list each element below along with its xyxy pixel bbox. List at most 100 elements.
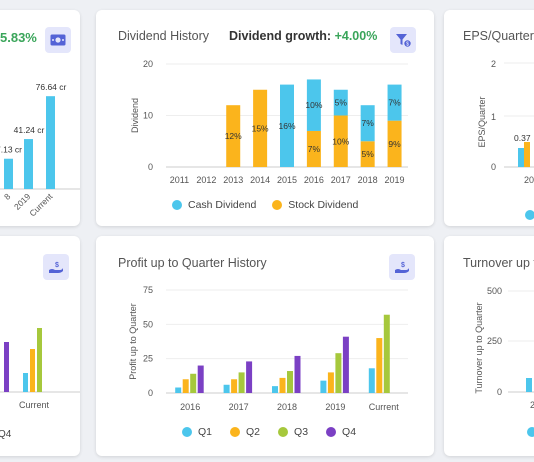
eps-card: EPS/Quarter EPS/Quarter 2 1 0 0.37 20 <box>444 10 534 226</box>
eps-bar-orange <box>524 142 530 167</box>
profit-bar <box>279 377 286 393</box>
dividend-bar <box>280 84 294 167</box>
legend-q3-swatch <box>278 427 289 437</box>
profit-bar <box>175 387 182 393</box>
svg-text:$: $ <box>55 262 59 269</box>
profit-bar <box>197 365 204 393</box>
legend-stock-dividend[interactable]: Stock Dividend <box>272 199 358 211</box>
dividend-bar <box>226 105 241 167</box>
dividend-ytick: 0 <box>148 162 153 172</box>
profit-xtick: 2018 <box>277 402 297 412</box>
turnover-title: Turnover up to <box>463 256 534 270</box>
profit-ytick: 25 <box>143 354 153 364</box>
dividend-history-title: Dividend History <box>118 29 210 43</box>
card-bottom-left: $ Current Q4 <box>0 236 80 456</box>
profit-ytick: 50 <box>143 319 153 329</box>
filter-dollar-icon[interactable]: $ <box>390 27 416 53</box>
dividend-xtick: 2012 <box>196 175 216 185</box>
hand-dollar-icon[interactable]: $ <box>43 254 69 280</box>
tl-bar <box>24 139 33 189</box>
dividend-ytick: 10 <box>143 111 153 121</box>
profit-bar <box>287 371 293 393</box>
dividend-history-card: Dividend History Dividend growth: +4.00%… <box>96 10 434 226</box>
bl-bar-purple-left <box>4 342 9 392</box>
dividend-bar-label: 10% <box>305 100 322 110</box>
legend-q1-swatch <box>182 427 192 437</box>
tl-xtick: 8 <box>2 191 13 202</box>
profit-bar <box>320 380 327 393</box>
profit-ytick: 0 <box>148 388 153 398</box>
turnover-x-label: 20 <box>530 400 534 410</box>
dividend-xtick: 2015 <box>277 175 297 185</box>
dividend-xtick: 2013 <box>223 175 243 185</box>
legend-q2-swatch <box>230 427 241 437</box>
profit-xtick: 2017 <box>229 402 249 412</box>
svg-text:$: $ <box>401 262 405 269</box>
turnover-ytick-250: 250 <box>487 336 502 346</box>
dividend-bar <box>333 89 348 116</box>
eps-ytick-2: 2 <box>491 59 496 69</box>
dividend-legend: Cash Dividend Stock Dividend <box>172 199 358 211</box>
turnover-card: Turnover up to Turnover up to Quarter 50… <box>444 236 534 456</box>
bl-bar-cyan <box>23 373 28 392</box>
legend-q2-label: Q2 <box>246 426 261 438</box>
turnover-ytick-500: 500 <box>487 286 502 296</box>
legend-cash-swatch <box>172 200 182 210</box>
dividend-growth-label: Dividend growth: <box>229 29 332 43</box>
legend-q3[interactable]: Q3 <box>278 426 308 438</box>
turnover-bar-cyan <box>526 378 532 392</box>
legend-cash-dividend[interactable]: Cash Dividend <box>172 199 256 211</box>
legend-q4-swatch <box>326 427 337 437</box>
hand-dollar-icon[interactable]: $ <box>389 254 415 280</box>
dividend-xtick: 2017 <box>331 175 351 185</box>
dividend-xtick: 2018 <box>358 175 378 185</box>
dividend-bar <box>360 141 375 167</box>
legend-q4[interactable]: Q4 <box>326 426 356 438</box>
dividend-ylabel: Dividend <box>130 98 140 133</box>
profit-bar <box>223 384 230 393</box>
profit-ylabel: Profit up to Quarter <box>128 303 138 380</box>
profit-xtick: 2016 <box>180 402 200 412</box>
cash-icon[interactable] <box>45 27 71 53</box>
dividend-growth-value: +4.00% <box>334 29 378 43</box>
dividend-bar <box>306 79 321 131</box>
turnover-ytick-0: 0 <box>497 387 502 397</box>
dividend-bar <box>360 105 375 142</box>
profit-bar <box>231 379 238 393</box>
dividend-chart: Dividend 0 10 20 2011 2012 2013 12% 2014 15% 2015 1… <box>130 59 408 185</box>
profit-bar <box>342 336 349 393</box>
bl-bar-orange <box>30 349 35 392</box>
profit-bar <box>246 361 253 393</box>
profit-bar <box>182 379 189 393</box>
legend-q1[interactable]: Q1 <box>182 426 212 438</box>
dividend-bar <box>333 115 348 167</box>
dividend-bar-label: 5% <box>335 98 348 108</box>
turnover-chart: Turnover up to Quarter 500 250 0 20 <box>474 286 534 437</box>
eps-legend-dot <box>525 210 534 220</box>
dividend-bar-label: 10% <box>332 136 349 146</box>
dividend-bar <box>387 120 402 167</box>
svg-text:$: $ <box>406 42 409 48</box>
eps-ylabel: EPS/Quarter <box>477 96 487 147</box>
profit-legend: Q1 Q2 Q3 Q4 <box>182 426 356 438</box>
dividend-xtick: 2011 <box>170 175 189 185</box>
bl-bar-green <box>37 328 42 392</box>
legend-cash-label: Cash Dividend <box>188 199 257 211</box>
dividend-bar <box>306 130 321 167</box>
legend-q3-label: Q3 <box>294 426 309 438</box>
profit-bar <box>272 386 278 393</box>
legend-q1-label: Q1 <box>198 426 213 438</box>
dividend-xtick: 2016 <box>304 175 324 185</box>
eps-value-label: 0.37 <box>514 133 531 143</box>
dividend-bar-label: 16% <box>278 121 295 131</box>
turnover-ylabel: Turnover up to Quarter <box>474 302 484 393</box>
dividend-bar-label: 9% <box>388 139 401 149</box>
dividend-bar-label: 15% <box>252 123 269 133</box>
bottom-left-chart: Current Q4 <box>0 328 80 440</box>
profit-bar <box>383 314 390 393</box>
legend-q2[interactable]: Q2 <box>230 426 260 438</box>
dividend-bar-label: 12% <box>225 131 242 141</box>
profit-chart: Profit up to Quarter 0 25 50 75 2016 2017 2018 2… <box>128 285 408 412</box>
